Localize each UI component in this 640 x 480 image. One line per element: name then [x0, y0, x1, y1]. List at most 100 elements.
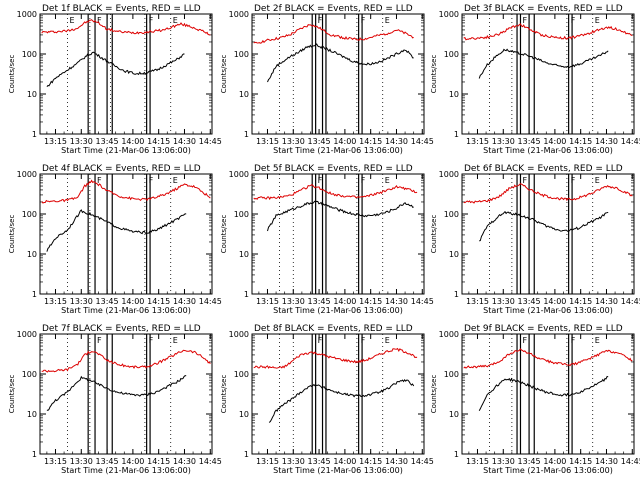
- x-tick-label: 13:45: [96, 297, 119, 306]
- y-axis-label: Counts/sec: [220, 55, 228, 94]
- lld-series-line: [41, 19, 211, 36]
- y-tick-label: 100: [444, 370, 459, 379]
- x-tick-label: 14:15: [569, 457, 592, 466]
- top-marker-label: F: [361, 336, 366, 345]
- x-axis-label: Start Time (21-Mar-06 13:06:00): [61, 466, 191, 475]
- lld-series-line: [463, 183, 633, 204]
- x-tick-label: 14:45: [199, 297, 222, 306]
- x-tick-label: 13:15: [466, 137, 489, 146]
- x-tick-label: 13:45: [308, 297, 331, 306]
- x-tick-label: 14:45: [621, 297, 640, 306]
- chart-title: Det 3f BLACK = Events, RED = LLD: [464, 4, 623, 14]
- lld-series-line: [463, 23, 633, 41]
- x-tick-label: 14:45: [411, 137, 434, 146]
- top-marker-label: E: [173, 336, 178, 345]
- y-tick-label: 10: [27, 250, 37, 259]
- x-tick-label: 14:00: [543, 137, 566, 146]
- top-marker-label: F: [318, 336, 323, 345]
- y-tick-label: 100: [444, 50, 459, 59]
- chart-title: Det 9f BLACK = Events, RED = LLD: [464, 324, 623, 334]
- chart-panel: Det 1f BLACK = Events, RED = LLD E F F E 1 10 1…: [8, 4, 222, 155]
- x-tick-label: 14:45: [621, 137, 640, 146]
- plot-frame: [251, 333, 425, 455]
- y-tick-label: 100: [234, 50, 249, 59]
- x-tick-label: 14:15: [147, 297, 170, 306]
- x-tick-label: 13:30: [282, 137, 305, 146]
- top-marker-label: E: [595, 176, 600, 185]
- top-marker-label: F: [571, 336, 576, 345]
- y-tick-label: 1000: [439, 10, 459, 19]
- chart-panel: Det 3f BLACK = Events, RED = LLD F F E 1 10 10…: [430, 4, 640, 155]
- y-axis-label: Counts/sec: [430, 375, 438, 414]
- top-marker-label: F: [318, 16, 323, 25]
- x-tick-label: 13:15: [256, 457, 279, 466]
- x-tick-label: 13:45: [96, 457, 119, 466]
- x-tick-label: 13:15: [44, 137, 67, 146]
- x-axis-label: Start Time (21-Mar-06 13:06:00): [483, 306, 613, 315]
- chart-title: Det 8f BLACK = Events, RED = LLD: [254, 324, 413, 334]
- x-tick-label: 14:30: [595, 297, 618, 306]
- y-tick-label: 1: [244, 290, 249, 299]
- y-tick-label: 100: [22, 370, 37, 379]
- x-tick-label: 14:00: [121, 457, 144, 466]
- x-tick-label: 14:00: [333, 297, 356, 306]
- x-tick-label: 13:15: [256, 297, 279, 306]
- x-tick-label: 14:15: [147, 457, 170, 466]
- y-tick-label: 10: [449, 250, 459, 259]
- plot-frame: [39, 13, 213, 135]
- y-tick-label: 1000: [17, 330, 37, 339]
- top-marker-label: F: [97, 176, 102, 185]
- top-marker-label: E: [70, 16, 75, 25]
- chart-panel: Det 8f BLACK = Events, RED = LLD F F E 1 10 10…: [220, 324, 434, 475]
- top-marker-label: F: [149, 16, 154, 25]
- x-tick-label: 14:45: [199, 457, 222, 466]
- chart-panel: Det 9f BLACK = Events, RED = LLD F F E 1 10 10…: [430, 324, 640, 475]
- x-tick-label: 14:45: [621, 457, 640, 466]
- chart-title: Det 5f BLACK = Events, RED = LLD: [254, 164, 413, 174]
- x-tick-label: 13:15: [466, 457, 489, 466]
- x-tick-label: 13:30: [282, 297, 305, 306]
- x-tick-label: 14:30: [173, 137, 196, 146]
- plot-frame: [39, 173, 213, 295]
- plot-frame: [461, 333, 635, 455]
- x-tick-label: 13:15: [44, 297, 67, 306]
- y-tick-label: 100: [444, 210, 459, 219]
- lld-series-line: [253, 347, 418, 369]
- y-tick-label: 1: [32, 450, 37, 459]
- y-tick-label: 100: [22, 50, 37, 59]
- chart-panel: Det 6f BLACK = Events, RED = LLD F F E 1 10 10…: [430, 164, 640, 315]
- events-series-line: [267, 43, 414, 83]
- top-marker-label: F: [361, 16, 366, 25]
- x-tick-label: 13:15: [44, 457, 67, 466]
- x-tick-label: 14:45: [199, 137, 222, 146]
- top-marker-label: F: [522, 336, 527, 345]
- x-tick-label: 14:00: [121, 297, 144, 306]
- x-tick-label: 13:30: [70, 297, 93, 306]
- x-tick-label: 14:30: [385, 137, 408, 146]
- x-axis-label: Start Time (21-Mar-06 13:06:00): [273, 466, 403, 475]
- x-tick-label: 13:30: [70, 457, 93, 466]
- x-tick-label: 14:45: [411, 457, 434, 466]
- y-axis-label: Counts/sec: [8, 55, 16, 94]
- y-axis-label: Counts/sec: [220, 375, 228, 414]
- y-tick-label: 1: [454, 130, 459, 139]
- x-tick-label: 14:15: [359, 297, 382, 306]
- x-tick-label: 13:45: [96, 137, 119, 146]
- x-tick-label: 14:15: [359, 137, 382, 146]
- lld-series-line: [253, 184, 418, 201]
- top-marker-label: F: [571, 176, 576, 185]
- y-axis-label: Counts/sec: [8, 375, 16, 414]
- y-axis-label: Counts/sec: [220, 215, 228, 254]
- events-series-line: [478, 48, 609, 79]
- x-tick-label: 14:15: [569, 137, 592, 146]
- y-tick-label: 10: [449, 90, 459, 99]
- y-tick-label: 1000: [439, 170, 459, 179]
- x-tick-label: 13:15: [466, 297, 489, 306]
- x-tick-label: 14:30: [173, 457, 196, 466]
- y-tick-label: 1: [32, 130, 37, 139]
- x-tick-label: 14:30: [385, 457, 408, 466]
- y-tick-label: 10: [239, 90, 249, 99]
- x-axis-label: Start Time (21-Mar-06 13:06:00): [483, 466, 613, 475]
- x-tick-label: 13:30: [492, 297, 515, 306]
